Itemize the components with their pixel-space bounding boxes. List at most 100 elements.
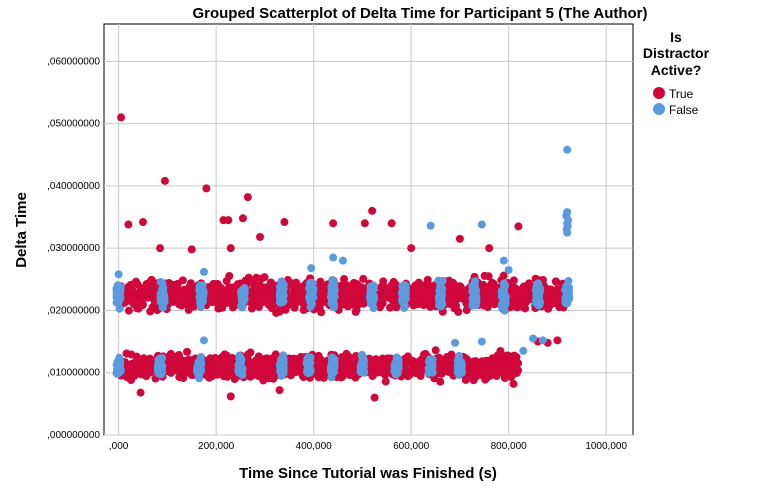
data-point-true [370,393,379,402]
data-point-false [428,362,437,371]
data-point-true [275,386,284,395]
data-point-false [306,368,315,377]
y-tick-label: ,030000000 [47,243,100,254]
data-point-false [114,356,123,365]
data-point-true [499,271,508,280]
data-point-false [158,285,167,294]
data-point-false [534,294,543,303]
data-point-true [117,113,126,122]
data-point-true [244,273,253,282]
data-point-true [280,218,289,227]
series-false-points [112,145,574,383]
data-point-true [256,232,265,241]
data-point-false [279,351,288,360]
data-point-false [391,360,400,369]
data-point-true [431,346,440,355]
data-point-true [483,303,492,312]
data-point-true [246,348,255,357]
data-point-true [275,307,284,316]
x-axis-ticks: ,000 200,000 400,000 600,000 800,000 1000,000 [109,441,628,452]
data-point-true [183,347,192,356]
x-tick-label: 1000,000 [585,441,627,452]
data-point-false [426,221,435,230]
legend-marker-true [653,87,665,99]
data-point-false [399,281,408,290]
data-point-false [367,293,376,302]
data-point-false [114,270,123,279]
y-axis-ticks: ,000000000 ,010000000 ,020000000 ,030000000… [47,56,100,441]
data-point-true [553,336,562,345]
data-point-true [124,306,133,315]
data-point-false [437,295,446,304]
data-point-true [329,219,338,228]
data-point-true [317,308,326,317]
x-tick-label: 200,000 [198,441,235,452]
data-point-false [327,353,336,362]
data-point-false [198,296,207,305]
data-point-true [124,220,133,229]
data-point-true [407,244,416,253]
x-axis-title: Time Since Tutorial was Finished (s) [239,465,497,482]
data-point-false [369,283,378,292]
data-point-false [327,370,336,379]
data-point-false [501,293,510,302]
data-point-false [477,220,486,229]
data-point-false [278,285,287,294]
data-point-false [328,275,337,284]
data-point-true [160,176,169,185]
data-point-false [235,354,244,363]
data-point-true [454,307,463,316]
data-point-false [199,267,208,276]
legend-title-line-1: Is [670,29,682,45]
y-tick-label: ,040000000 [47,181,100,192]
legend-title-line-2: Distractor [643,45,710,61]
data-point-false [399,288,408,297]
data-point-false [279,359,288,368]
data-point-true [136,388,145,397]
data-point-true [138,301,147,310]
data-point-true [340,275,349,284]
data-point-false [538,336,547,345]
data-point-true [187,245,196,254]
data-point-false [499,256,508,265]
data-point-false [238,371,247,380]
data-point-true [509,379,518,388]
data-point-false [156,357,165,366]
data-point-true [496,346,505,355]
data-point-false [470,296,479,305]
data-point-false [307,264,316,273]
data-point-false [356,366,365,375]
data-point-false [562,282,571,291]
data-point-true [156,244,165,253]
x-tick-label: 400,000 [296,441,333,452]
data-point-false [451,338,460,347]
data-point-true [290,303,299,312]
data-point-true [360,219,369,228]
data-point-true [387,219,396,228]
data-point-true [226,392,235,401]
data-point-false [196,352,205,361]
data-point-true [455,234,464,243]
data-point-false [309,284,318,293]
data-point-false [199,336,208,345]
data-point-true [243,193,252,202]
data-point-false [366,299,375,308]
data-point-true [514,366,523,375]
data-point-false [470,283,479,292]
data-point-true [485,244,494,253]
data-point-true [551,277,560,286]
data-point-false [278,367,287,376]
data-point-true [139,218,148,227]
data-point-false [437,283,446,292]
data-point-false [154,364,163,373]
data-point-false [534,300,543,309]
data-point-false [563,145,572,154]
data-point-false [158,279,167,288]
data-point-false [500,281,509,290]
data-point-true [238,214,247,223]
data-point-true [359,274,368,283]
data-point-false [358,350,367,359]
y-tick-label: ,020000000 [47,305,100,316]
data-point-true [179,374,188,383]
